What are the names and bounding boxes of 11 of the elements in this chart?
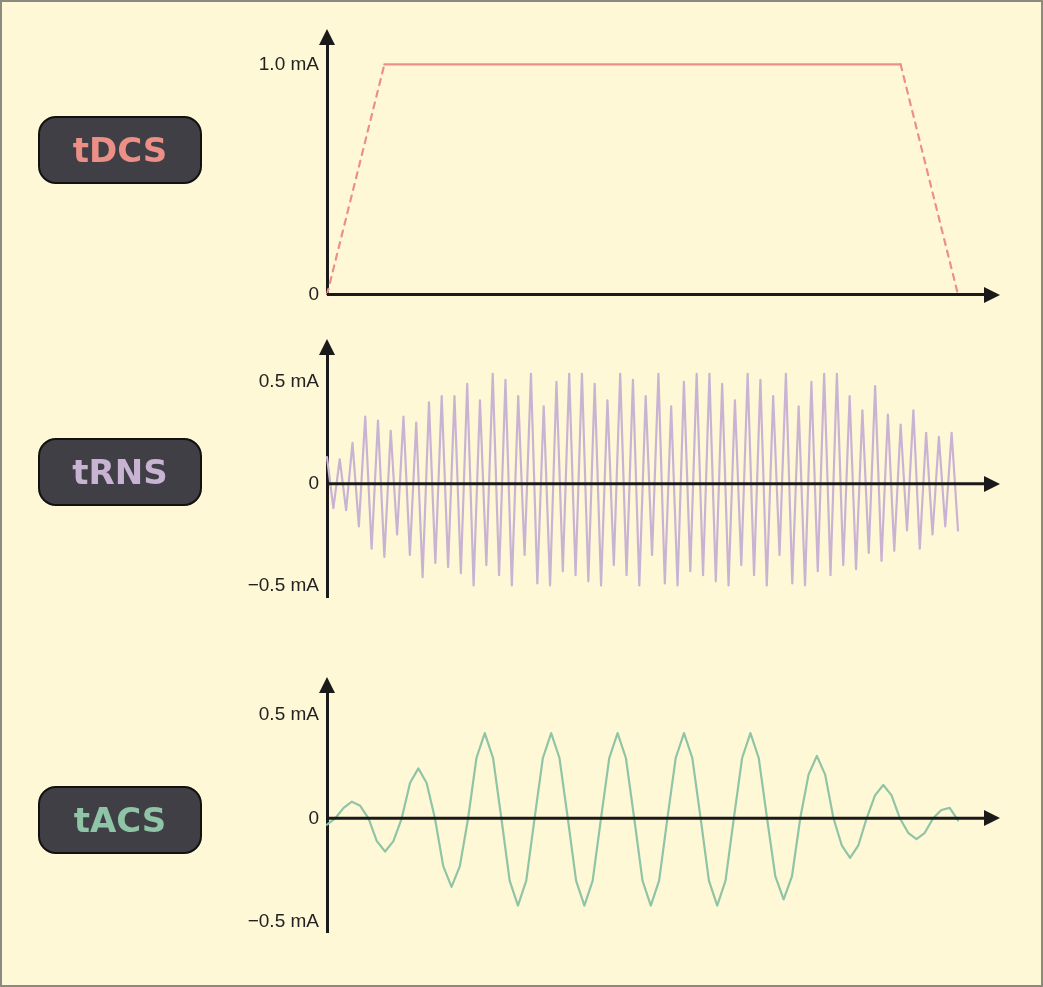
text: tRNS <box>38 438 202 506</box>
y-tick-label: 0 <box>308 282 319 304</box>
text: tACS <box>38 786 202 854</box>
y-tick-label: 0.5 mA <box>258 370 320 392</box>
y-tick-label: 0 <box>308 471 319 493</box>
y-tick-label: 0 <box>308 806 319 828</box>
y-tick-label: −0.5 mA <box>247 573 320 595</box>
y-tick-label: 1.0 mA <box>258 52 320 74</box>
y-tick-label: 0.5 mA <box>258 702 320 724</box>
y-tick-label: −0.5 mA <box>247 910 320 932</box>
text: tDCS <box>38 116 202 184</box>
